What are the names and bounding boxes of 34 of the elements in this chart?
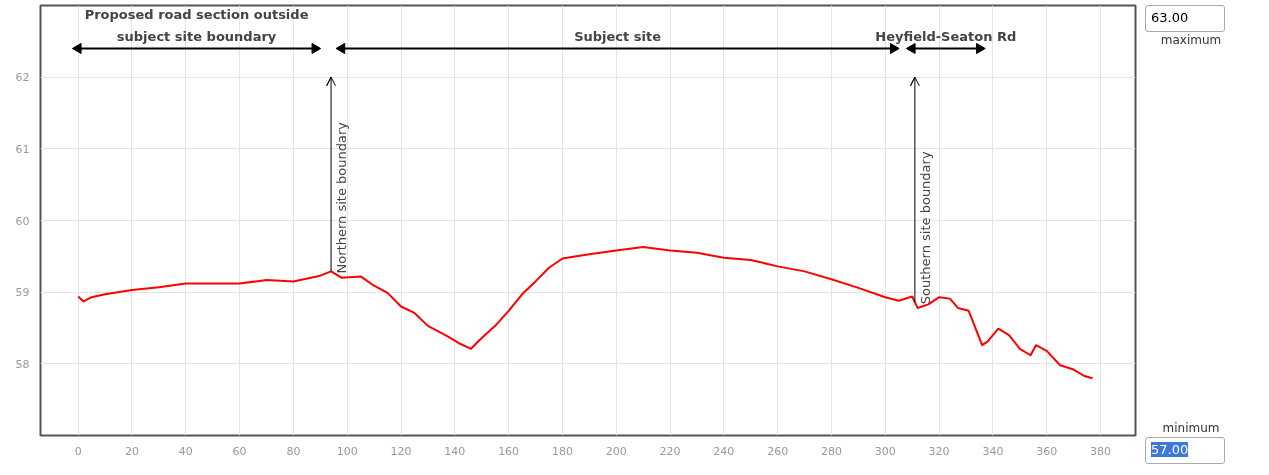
x-tick-label: 260: [767, 444, 789, 458]
annotation: Subject site: [574, 28, 662, 44]
x-tick-label: 40: [178, 444, 193, 458]
x-tick-label: 120: [390, 444, 412, 458]
x-tick-label: 80: [286, 444, 301, 458]
ref-line-label: Southern site boundary: [917, 151, 933, 305]
x-tick-label: 100: [336, 444, 358, 458]
ref-line-label: Northern site boundary: [334, 121, 350, 274]
annotation: Heyfield-Seaton Rd: [875, 28, 1017, 44]
x-tick-label: 360: [1036, 444, 1058, 458]
x-tick-label: 200: [605, 444, 627, 458]
x-tick-label: 240: [713, 444, 735, 458]
text: 57.00: [1151, 442, 1189, 458]
x-tick-label: 140: [444, 444, 466, 458]
x-tick-label: 300: [874, 444, 896, 458]
text: 63.00: [1151, 10, 1189, 25]
x-tick-label: 280: [820, 444, 842, 458]
x-tick-label: 0: [74, 444, 82, 458]
y-tick-label: 58: [15, 357, 30, 371]
x-tick-label: 20: [124, 444, 139, 458]
x-tick-label: 320: [928, 444, 950, 458]
x-tick-label: 180: [551, 444, 573, 458]
x-tick-label: 160: [498, 444, 520, 458]
y-tick-label: 62: [15, 71, 30, 85]
text: maximum: [1159, 31, 1223, 49]
y-tick-label: 60: [15, 214, 30, 228]
x-tick-label: 60: [232, 444, 247, 458]
y-tick-label: 59: [15, 286, 30, 300]
annotation: Proposed road section outside subject site boundary: [84, 6, 309, 44]
x-tick-label: 380: [1090, 444, 1112, 458]
x-tick-label: 340: [982, 444, 1004, 458]
text: minimum: [1161, 420, 1221, 437]
y-tick-label: 61: [15, 142, 30, 156]
x-tick-label: 220: [659, 444, 681, 458]
